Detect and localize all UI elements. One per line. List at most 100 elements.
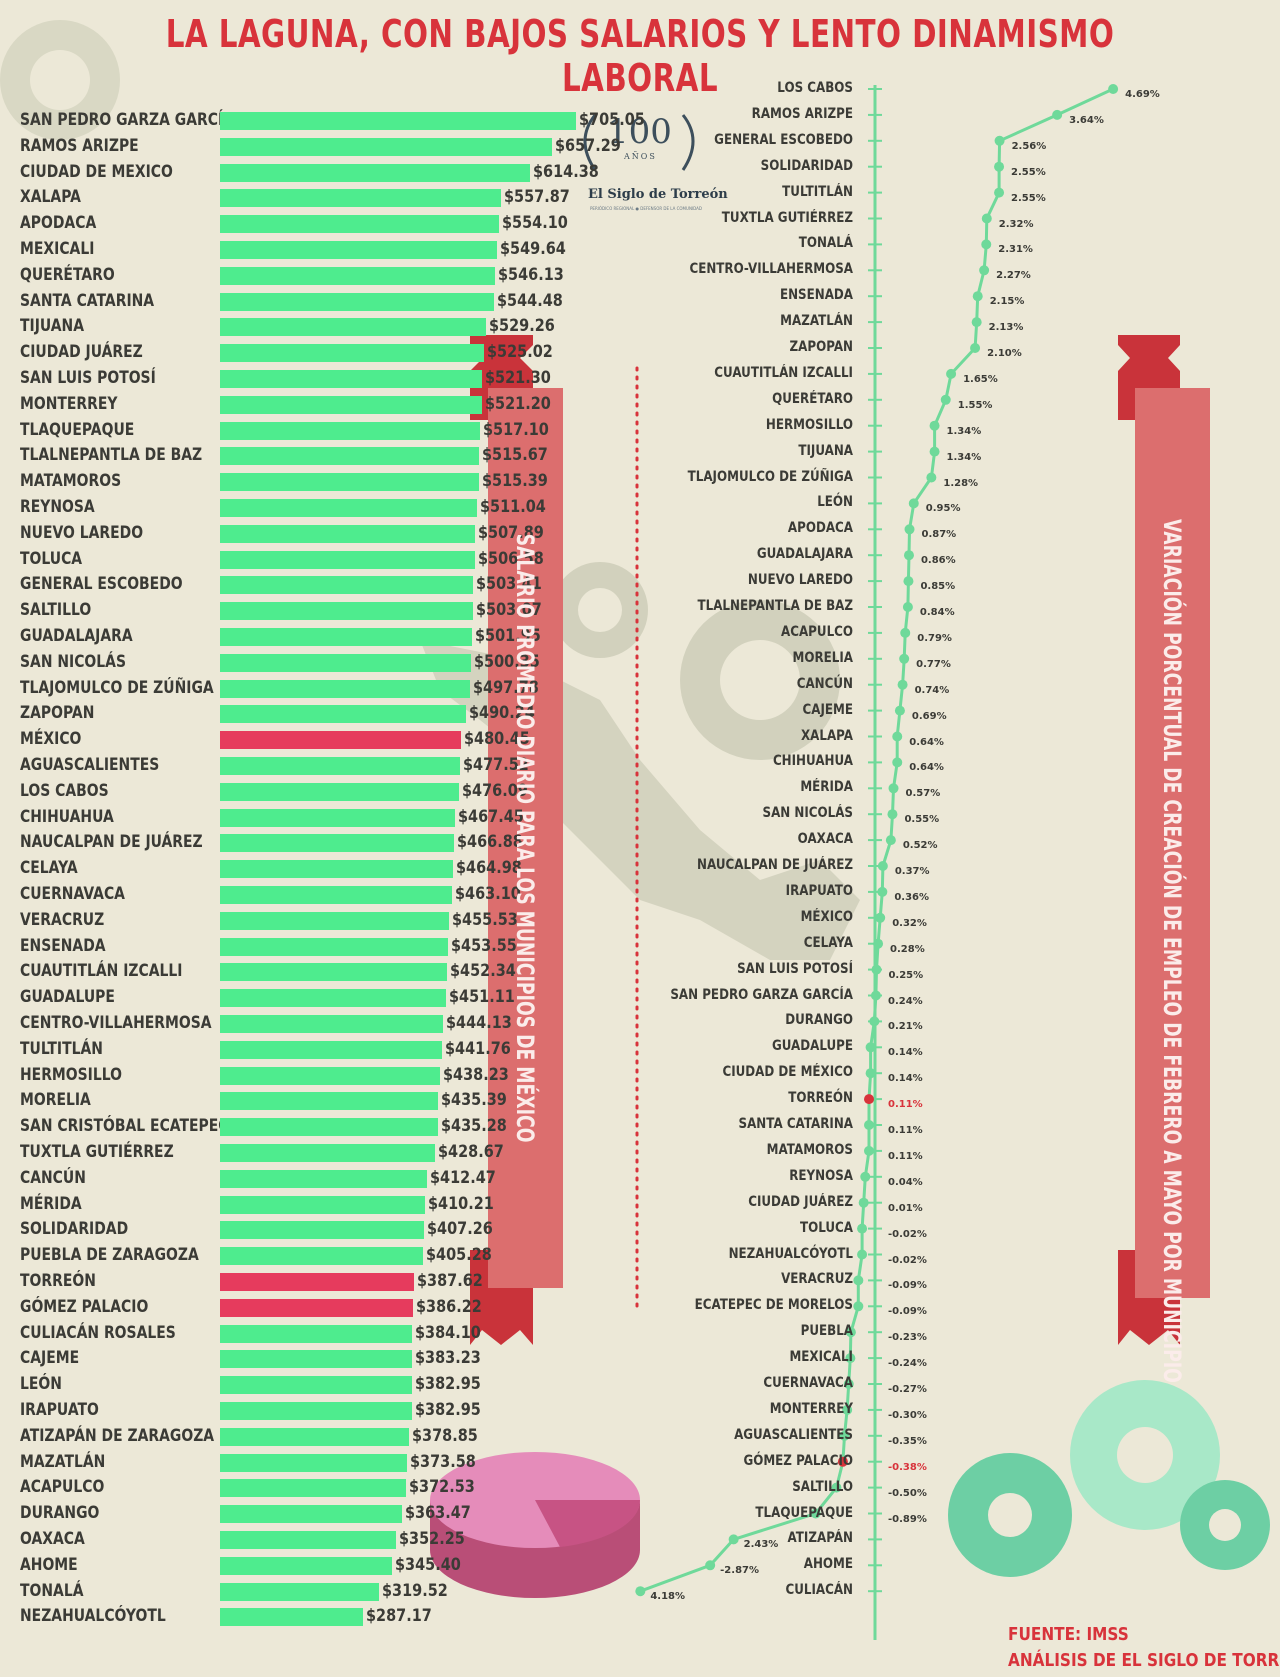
bar-value-label: $455.53: [451, 909, 518, 930]
ribbon-left: [470, 335, 563, 1345]
bar-value-label: $497.78: [473, 677, 539, 698]
data-point: [929, 420, 940, 431]
bar-value-label: $546.13: [497, 264, 564, 285]
bar: [220, 1505, 402, 1524]
data-point: [870, 990, 881, 1001]
data-point: [888, 783, 899, 794]
value-label: 0.04%: [888, 1176, 923, 1188]
data-point: [839, 1430, 850, 1441]
data-point: [929, 446, 940, 457]
data-point: [970, 343, 981, 353]
value-label: 0.52%: [902, 840, 938, 852]
bar: [220, 473, 480, 492]
bar-label: CAJEME: [20, 1348, 80, 1369]
bar-value-label: $549.64: [499, 239, 566, 259]
value-label: -0.02%: [888, 1254, 927, 1266]
value-label: 1.28%: [943, 477, 979, 489]
bar: [220, 963, 447, 982]
bar: [220, 163, 530, 182]
value-label: -0.23%: [888, 1332, 927, 1344]
value-label: -0.38%: [888, 1461, 927, 1473]
bar-label: MORELIA: [20, 1090, 91, 1111]
bar-value-label: $435.28: [441, 1116, 508, 1137]
category-label: ZAPOPAN: [789, 339, 853, 355]
bar-value-label: $506.58: [477, 548, 544, 569]
category-label: AGUASCALIENTES: [734, 1426, 853, 1443]
category-label: CUERNAVACA: [763, 1375, 853, 1391]
value-label: 1.34%: [946, 451, 982, 463]
value-label: 3.64%: [1069, 114, 1104, 126]
bar-value-label: $387.62: [416, 1271, 483, 1291]
bar-label: GUADALUPE: [20, 987, 115, 1008]
bar-label: CENTRO-VILLAHERMOSA: [20, 1013, 212, 1033]
bar-value-label: $372.53: [409, 1477, 476, 1498]
value-label: -0.30%: [888, 1409, 927, 1421]
value-label: 0.14%: [888, 1073, 923, 1085]
bar-value-label: $657.29: [554, 135, 621, 156]
data-point: [903, 550, 914, 561]
bar-value-label: $441.76: [444, 1038, 511, 1059]
category-label: GUADALAJARA: [756, 546, 853, 563]
data-point: [1108, 84, 1119, 94]
category-label: MÉRIDA: [800, 779, 853, 796]
bar-label: CANCÚN: [20, 1167, 86, 1188]
bar: [220, 1273, 414, 1291]
bar: [220, 602, 473, 621]
bar-label: LOS CABOS: [20, 780, 109, 801]
data-point: [902, 602, 913, 612]
data-point: [705, 1560, 716, 1571]
bar-label: SOLIDARIDAD: [20, 1219, 129, 1240]
bar: [220, 1324, 413, 1343]
value-label: 0.28%: [890, 943, 925, 955]
bar-label: VERACRUZ: [20, 909, 105, 930]
value-label: 2.13%: [988, 322, 1024, 334]
bar: [220, 808, 455, 827]
bar: [220, 757, 460, 775]
bar: [220, 1195, 426, 1214]
category-label: SOLIDARIDAD: [760, 157, 853, 174]
bar-label: TLALNEPANTLA DE BAZ: [20, 445, 203, 466]
bar-value-label: $463.10: [455, 884, 522, 904]
bar-label: CIUDAD JUÁREZ: [20, 342, 143, 363]
value-label: 2.56%: [1011, 140, 1047, 152]
value-label: 0.64%: [909, 736, 944, 748]
bar-label: TLAQUEPAQUE: [20, 419, 135, 440]
bar-value-label: $557.87: [503, 187, 570, 208]
value-label: 4.18%: [650, 1591, 686, 1603]
category-label: IRAPUATO: [785, 882, 853, 899]
bar-value-label: $480.45: [464, 729, 531, 750]
data-point: [972, 291, 983, 302]
bar-label: MÉXICO: [20, 729, 82, 750]
bar-value-label: $412.47: [429, 1167, 496, 1188]
value-label: 1.65%: [963, 373, 998, 385]
bar-value-label: $511.04: [479, 497, 546, 517]
value-label: 2.43%: [743, 1539, 779, 1551]
data-point: [887, 809, 898, 820]
bar-value-label: $467.45: [457, 806, 524, 827]
bar: [220, 1221, 424, 1240]
bar: [220, 860, 454, 879]
bar-label: MONTERREY: [20, 393, 118, 414]
category-label: GÓMEZ PALACIO: [743, 1452, 853, 1469]
bar-label: ZAPOPAN: [20, 703, 95, 724]
data-point: [865, 1042, 876, 1053]
category-label: AHOME: [803, 1556, 853, 1573]
category-label: XALAPA: [800, 727, 853, 744]
value-label: -0.02%: [888, 1228, 927, 1240]
value-label: 0.77%: [916, 658, 951, 670]
category-label: TLAJOMULCO DE ZÚÑIGA: [687, 468, 853, 485]
bar-label: CIUDAD DE MEXICO: [20, 161, 173, 182]
category-label: ENSENADA: [779, 287, 853, 304]
value-label: 0.01%: [888, 1202, 923, 1214]
bar-label: REYNOSA: [20, 497, 95, 517]
bar-value-label: $435.39: [441, 1090, 508, 1111]
category-label: CANCÚN: [796, 675, 853, 692]
bar: [220, 1402, 412, 1420]
value-label: 2.55%: [1011, 192, 1046, 204]
bar-label: DURANGO: [20, 1503, 100, 1524]
value-label: 2.31%: [998, 244, 1033, 256]
category-label: MONTERREY: [769, 1400, 853, 1417]
bar: [220, 989, 447, 1008]
page-title: LA LAGUNA, CON BAJOS SALARIOS Y LENTO DI…: [165, 12, 1115, 100]
